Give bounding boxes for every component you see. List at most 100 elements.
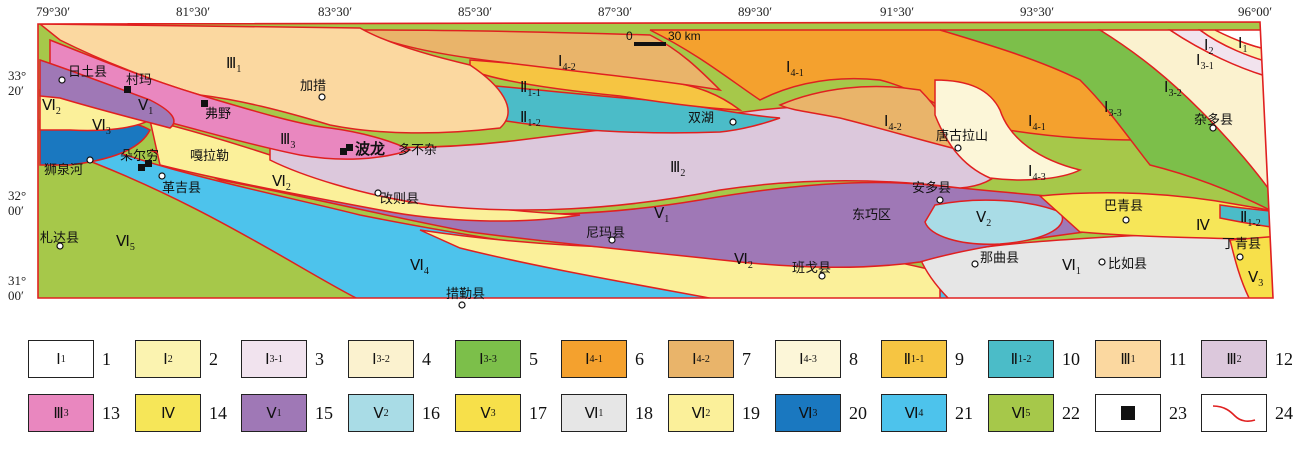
legend: Ⅰ 1 1 Ⅰ 2 2 Ⅰ 3-1 3 Ⅰ 3-2 4 Ⅰ 3-3 5 Ⅰ 4-1 6 Ⅰ 4-2 7 Ⅰ 4-3 8 Ⅱ 1-1… bbox=[28, 340, 1304, 448]
unit-label-i3-3: Ⅰ3-3 bbox=[1104, 100, 1122, 119]
scale-dist: 30 km bbox=[668, 29, 701, 43]
legend-item-3: Ⅰ 3-1 3 bbox=[241, 340, 324, 378]
legend-number: 19 bbox=[742, 402, 760, 423]
label-tanggula: 唐古拉山 bbox=[936, 128, 988, 144]
label-ritu: 日土县 bbox=[68, 65, 107, 80]
legend-number: 12 bbox=[1275, 348, 1293, 369]
legend-swatch: Ⅰ 3-3 bbox=[455, 340, 521, 378]
legend-number: 14 bbox=[209, 402, 227, 423]
unit-label-iii1: Ⅲ1 bbox=[226, 56, 241, 75]
coord-top-0: 79°30′ bbox=[36, 4, 70, 19]
geologic-unit-map: 79°30′ 81°30′ 83°30′ 85°30′ 87°30′ 89°30… bbox=[8, 4, 1274, 309]
coord-left-2-deg: 31° bbox=[8, 273, 26, 288]
label-shiquanhe: 狮泉河 bbox=[44, 162, 83, 178]
label-cuoqin: 措勤县 bbox=[446, 287, 485, 302]
legend-number: 11 bbox=[1169, 348, 1187, 369]
scale-zero: 0 bbox=[626, 29, 633, 43]
legend-row: Ⅲ 3 13 Ⅳ 14 Ⅴ 1 15 Ⅴ 2 16 Ⅴ 3 17 Ⅵ 1 18 Ⅵ 2 19 Ⅵ 3 20 Ⅵ 4 21 Ⅵ 5 22 2… bbox=[28, 394, 1304, 448]
legend-number: 23 bbox=[1169, 402, 1187, 423]
label-bange: 班戈县 bbox=[792, 261, 831, 276]
label-galale: 嘎拉勒 bbox=[190, 149, 229, 164]
unit-label-iv: Ⅳ bbox=[1196, 218, 1210, 234]
unit-label-iii3: Ⅲ3 bbox=[280, 132, 295, 151]
coord-top-6: 91°30′ bbox=[880, 4, 914, 19]
label-geji: 革吉县 bbox=[162, 181, 201, 196]
legend-swatch: Ⅰ 4-3 bbox=[775, 340, 841, 378]
legend-swatch bbox=[1095, 394, 1161, 432]
legend-item-7: Ⅰ 4-2 7 bbox=[668, 340, 751, 378]
coord-top-8: 96°00′ bbox=[1238, 4, 1272, 19]
legend-swatch bbox=[1201, 394, 1267, 432]
coord-left-2-min: 00′ bbox=[8, 288, 24, 303]
legend-number: 3 bbox=[315, 348, 324, 369]
label-anduo: 安多县 bbox=[912, 180, 951, 196]
legend-number: 6 bbox=[635, 348, 644, 369]
unit-label-v3: Ⅴ3 bbox=[1248, 270, 1263, 289]
red-boundary-line-icon bbox=[1212, 405, 1256, 422]
legend-number: 15 bbox=[315, 402, 333, 423]
label-gaize: 改则县 bbox=[380, 192, 419, 207]
legend-number: 24 bbox=[1275, 402, 1293, 423]
coord-top-2: 83°30′ bbox=[318, 4, 352, 19]
label-dingqing: 丁青县 bbox=[1222, 237, 1261, 252]
legend-item-23: 23 bbox=[1095, 394, 1187, 432]
legend-number: 4 bbox=[422, 348, 431, 369]
region-v3 bbox=[1229, 235, 1273, 298]
coord-top-7: 93°30′ bbox=[1020, 4, 1054, 19]
unit-label-i4-1a: Ⅰ4-1 bbox=[786, 60, 804, 79]
coord-top-1: 81°30′ bbox=[176, 4, 210, 19]
unit-label-i3-1: Ⅰ3-1 bbox=[1196, 53, 1214, 72]
legend-item-21: Ⅵ 4 21 bbox=[881, 394, 973, 432]
legend-item-18: Ⅵ 1 18 bbox=[561, 394, 653, 432]
legend-number: 16 bbox=[422, 402, 440, 423]
legend-number: 1 bbox=[102, 348, 111, 369]
legend-item-22: Ⅵ 5 22 bbox=[988, 394, 1080, 432]
left-coordinate-labels: 33° 20′ 32° 00′ 31° 00′ bbox=[8, 68, 26, 303]
legend-number: 10 bbox=[1062, 348, 1080, 369]
legend-swatch: Ⅰ 3-1 bbox=[241, 340, 307, 378]
map-regions bbox=[38, 22, 1273, 298]
unit-label-i2: Ⅰ2 bbox=[1204, 38, 1213, 57]
region-ii1-2-east bbox=[1219, 204, 1273, 229]
region-v1-west bbox=[39, 58, 175, 129]
label-zhada: 札达县 bbox=[40, 231, 79, 246]
legend-swatch: Ⅰ 4-2 bbox=[668, 340, 734, 378]
legend-swatch: Ⅳ bbox=[135, 394, 201, 432]
coord-left-0-min: 20′ bbox=[8, 83, 24, 98]
label-duobuza: 多不杂 bbox=[398, 142, 437, 158]
unit-label-i4-2b: Ⅰ4-2 bbox=[884, 114, 902, 133]
legend-number: 7 bbox=[742, 348, 751, 369]
legend-number: 9 bbox=[955, 348, 964, 369]
label-nima: 尼玛县 bbox=[586, 226, 625, 241]
mine-markers bbox=[124, 86, 353, 171]
unit-label-vi2c: Ⅵ2 bbox=[734, 252, 753, 271]
label-baqing: 巴青县 bbox=[1104, 199, 1143, 214]
label-biru: 比如县 bbox=[1108, 256, 1147, 272]
unit-label-v1b: Ⅴ1 bbox=[654, 206, 669, 225]
legend-item-24: 24 bbox=[1201, 394, 1293, 432]
region-v2 bbox=[924, 199, 1064, 245]
legend-number: 22 bbox=[1062, 402, 1080, 423]
map-frame bbox=[37, 21, 1274, 299]
legend-item-16: Ⅴ 2 16 bbox=[348, 394, 440, 432]
legend-number: 5 bbox=[529, 348, 538, 369]
legend-number: 13 bbox=[102, 402, 120, 423]
legend-number: 17 bbox=[529, 402, 547, 423]
unit-label-v1a: Ⅴ1 bbox=[138, 98, 153, 117]
legend-item-11: Ⅲ 1 11 bbox=[1095, 340, 1186, 378]
unit-label-i4-1b: Ⅰ4-1 bbox=[1028, 114, 1046, 133]
label-bolong: 波龙 bbox=[355, 140, 385, 158]
label-zaduo: 杂多县 bbox=[1194, 112, 1233, 128]
unit-label-ii1-2b: Ⅱ1-2 bbox=[1240, 210, 1261, 229]
legend-item-17: Ⅴ 3 17 bbox=[455, 394, 547, 432]
label-jiacuo: 加措 bbox=[300, 79, 326, 94]
legend-number: 20 bbox=[849, 402, 867, 423]
unit-label-ii1-2a: Ⅱ1-2 bbox=[520, 110, 541, 129]
region-i4-3 bbox=[934, 79, 1083, 181]
label-naqu: 那曲县 bbox=[980, 251, 1019, 266]
